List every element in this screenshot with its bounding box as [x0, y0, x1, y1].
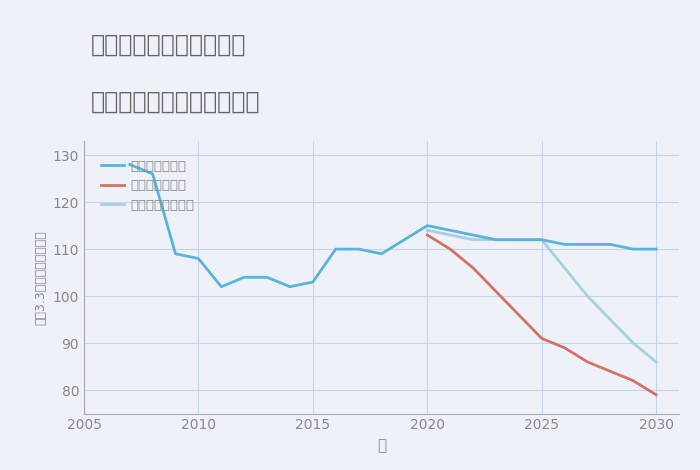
- Text: 奈良県橿原市西新堂町の: 奈良県橿原市西新堂町の: [91, 33, 246, 57]
- Text: 中古マンションの価格推移: 中古マンションの価格推移: [91, 89, 260, 113]
- Y-axis label: 平（3.3㎡）単価（万円）: 平（3.3㎡）単価（万円）: [34, 230, 47, 325]
- Legend: グッドシナリオ, バッドシナリオ, ノーマルシナリオ: グッドシナリオ, バッドシナリオ, ノーマルシナリオ: [97, 156, 199, 216]
- X-axis label: 年: 年: [377, 438, 386, 453]
